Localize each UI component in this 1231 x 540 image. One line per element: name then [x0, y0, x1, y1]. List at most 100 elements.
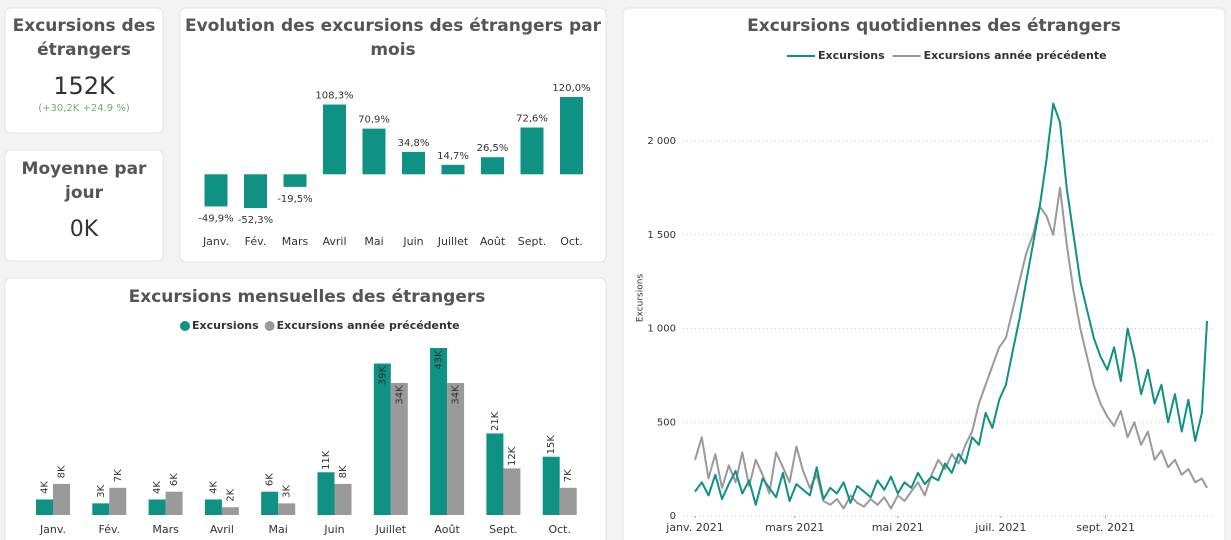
x-tick-label: Août [480, 235, 506, 248]
bar [447, 382, 465, 515]
data-label: 26,5% [477, 143, 509, 154]
data-label: -52,3% [238, 215, 273, 226]
legend-label: Excursions [818, 49, 885, 62]
x-tick-label: Fév. [98, 523, 120, 536]
bar [53, 483, 70, 515]
line-series [694, 186, 1208, 510]
kpi-title: Excursions des [13, 16, 156, 36]
bar [323, 104, 346, 175]
data-label: 11K [321, 450, 332, 470]
kpi-title: Moyenne par [22, 159, 148, 179]
bar [92, 503, 110, 515]
data-label: 12K [507, 446, 518, 466]
x-tick-label: Juillet [437, 235, 469, 248]
x-tick-label: mars 2021 [765, 521, 824, 534]
legend-marker [264, 321, 275, 331]
y-tick-label: 500 [657, 417, 676, 428]
bar [244, 174, 267, 208]
x-tick-label: juil. 2021 [974, 521, 1026, 534]
bar [109, 487, 127, 515]
data-label: 108,3% [315, 91, 353, 102]
bar [261, 491, 279, 515]
bar [481, 157, 504, 175]
x-tick-label: Juillet [375, 523, 407, 536]
kpi-card [4, 149, 164, 262]
bar [221, 507, 239, 515]
bar [520, 127, 544, 175]
bar [503, 468, 521, 515]
data-label: 34,8% [398, 138, 430, 149]
data-label: 3K [96, 484, 107, 497]
data-label: -19,5% [277, 194, 312, 205]
x-tick-label: Juin [323, 523, 344, 536]
data-label: 14,7% [437, 151, 469, 162]
x-tick-label: sept. 2021 [1076, 521, 1135, 534]
data-label: 7K [563, 469, 574, 482]
x-tick-label: Oct. [560, 235, 583, 248]
bar [441, 164, 465, 175]
data-label: -49,9% [198, 213, 233, 224]
x-tick-label: Mai [269, 523, 288, 536]
kpi-title: étrangers [37, 40, 131, 60]
bar [36, 499, 53, 515]
x-tick-label: Fév. [245, 235, 267, 248]
bar [165, 491, 183, 515]
y-tick-label: 1 500 [647, 230, 676, 241]
chart-title: Excursions quotidiennes des étrangers [747, 16, 1121, 36]
x-tick-label: Mai [364, 235, 383, 248]
data-label: 4K [152, 481, 163, 494]
chart-title: Excursions mensuelles des étrangers [129, 287, 486, 307]
x-tick-label: Mars [152, 523, 179, 536]
bar [390, 382, 408, 515]
bar [334, 483, 352, 515]
data-label: 21K [490, 411, 501, 431]
y-tick-label: 0 [670, 511, 676, 522]
bar [430, 348, 448, 515]
bar [278, 503, 296, 515]
kpi-value: 0K [70, 217, 99, 242]
bar [148, 499, 166, 515]
legend-label: Excursions [192, 319, 259, 332]
bar [204, 174, 228, 207]
bar [560, 97, 583, 175]
chart-card [179, 7, 607, 263]
bar [559, 487, 577, 515]
x-tick-label: Sept. [518, 235, 547, 248]
data-label: 6K [169, 473, 180, 486]
x-tick-label: Oct. [548, 523, 571, 536]
y-axis-label: Excursions [636, 274, 646, 323]
data-label: 6K [265, 473, 276, 486]
data-label: 70,9% [358, 115, 390, 126]
bar [204, 499, 222, 515]
x-tick-label: Juin [402, 235, 423, 248]
data-label: 8K [338, 465, 349, 478]
x-tick-label: Avril [210, 523, 234, 536]
data-label: 3K [282, 484, 293, 497]
x-tick-label: Janv. [39, 523, 66, 536]
x-tick-label: Mars [282, 235, 309, 248]
y-tick-label: 1 000 [647, 324, 676, 335]
data-label: 43K [434, 350, 445, 370]
y-tick-label: 2 000 [647, 136, 676, 147]
line-series [694, 102, 1208, 506]
x-tick-label: Août [434, 523, 460, 536]
chart-title: Evolution des excursions des étrangers p… [185, 16, 602, 36]
data-label: 15K [546, 435, 557, 455]
kpi-value: 152K [53, 72, 116, 100]
bar [402, 151, 425, 175]
data-label: 34K [394, 385, 405, 405]
data-label: 4K [40, 481, 51, 494]
data-label: 39K [377, 365, 388, 385]
chart-title: mois [370, 40, 415, 60]
x-tick-label: Avril [322, 235, 346, 248]
data-label: 72,6% [516, 114, 548, 125]
legend-label: Excursions année précédente [277, 319, 460, 332]
kpi-title: jour [64, 183, 104, 203]
data-label: 8K [57, 465, 68, 478]
data-label: 2K [225, 488, 236, 501]
kpi-delta: (+30,2K +24.9 %) [38, 103, 130, 114]
x-tick-label: mai 2021 [872, 521, 924, 534]
x-tick-label: Sept. [489, 523, 518, 536]
bar [373, 363, 391, 515]
